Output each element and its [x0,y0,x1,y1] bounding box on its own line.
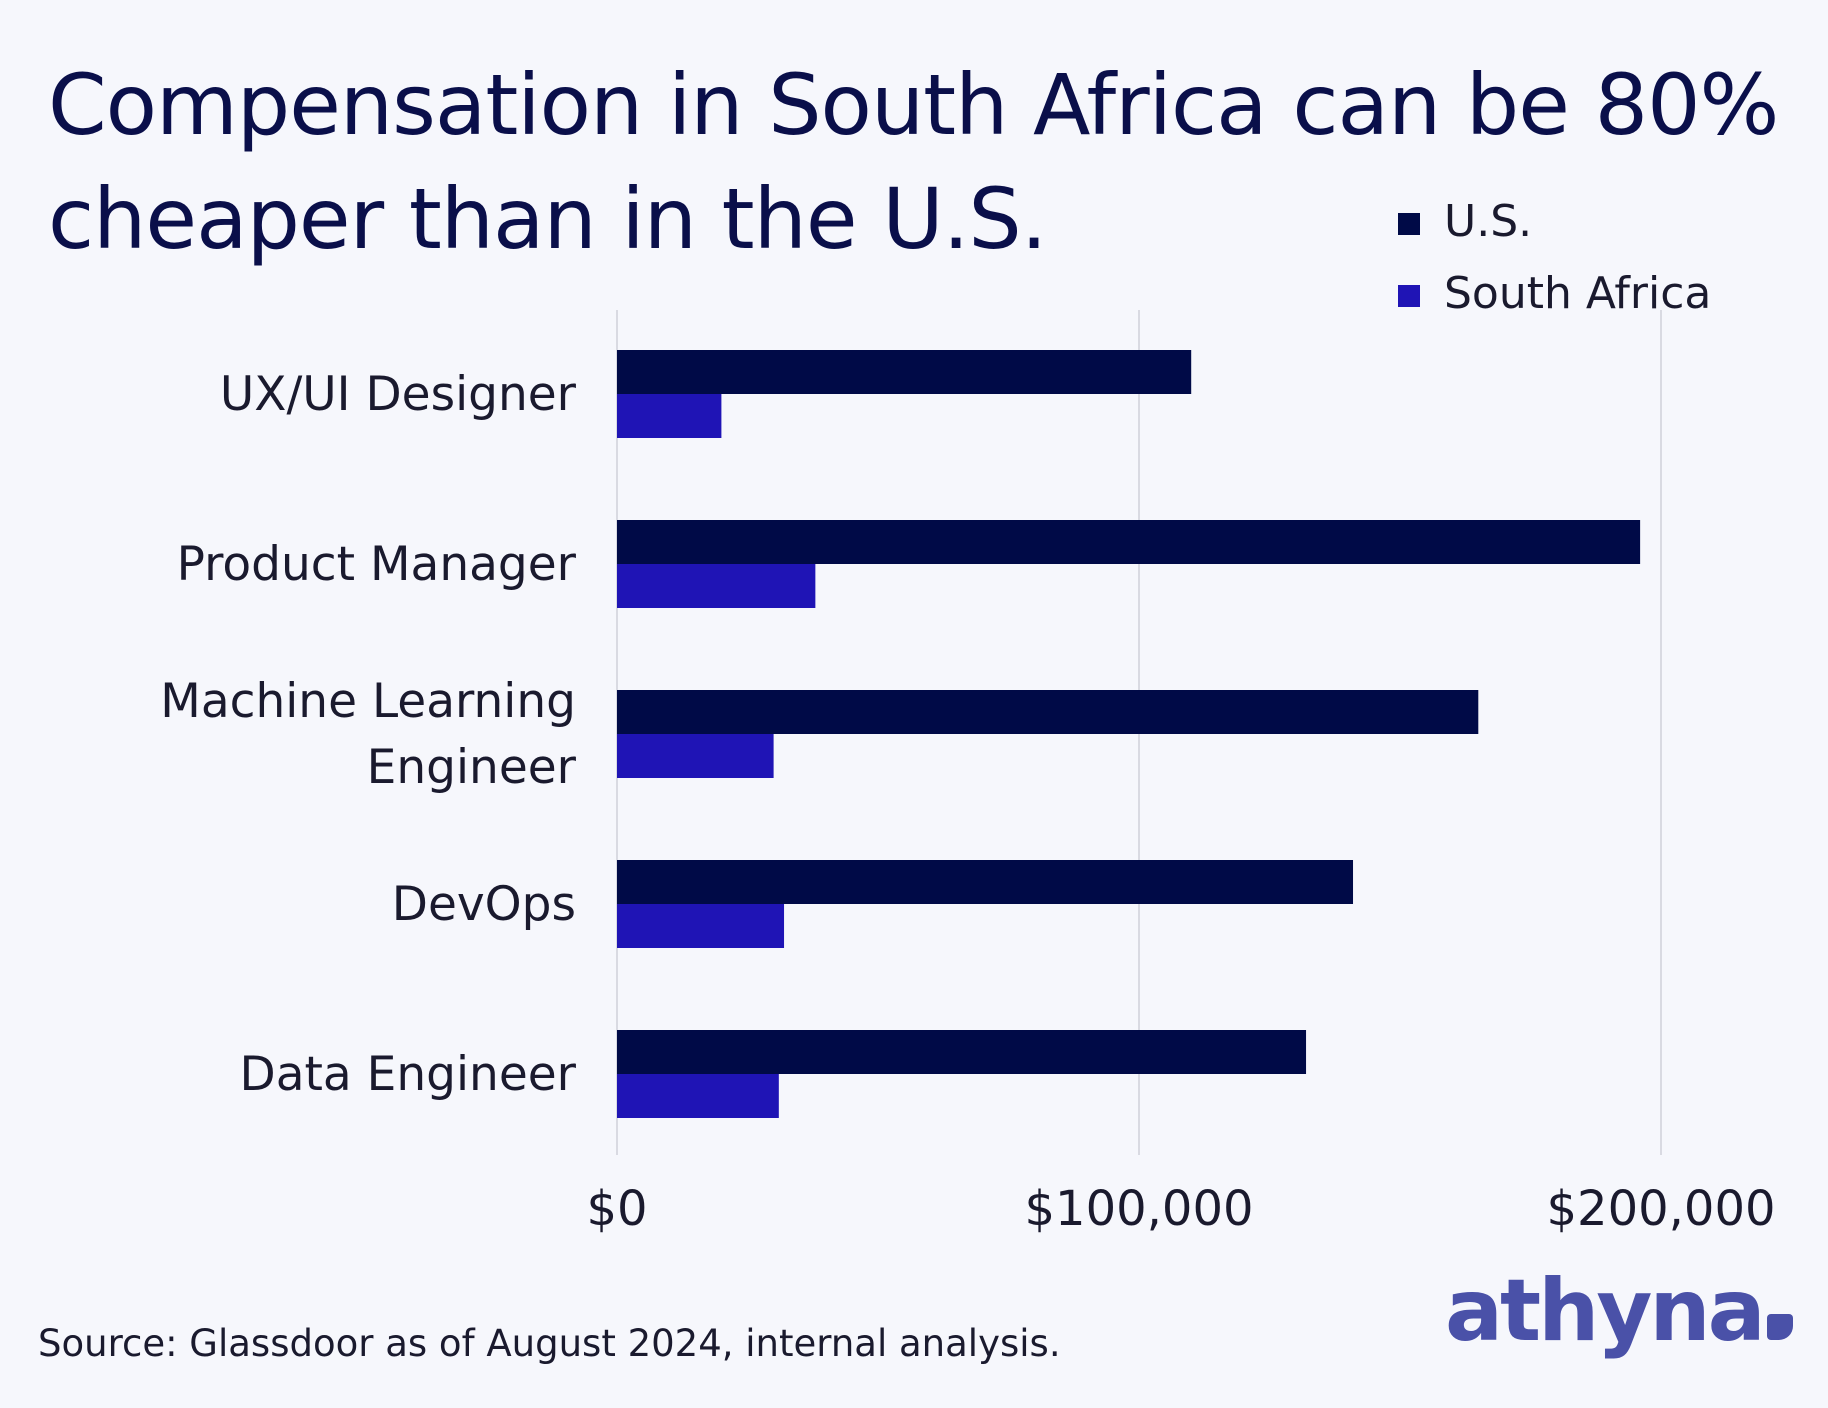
legend-label-us: U.S. [1444,196,1532,247]
logo-dot [1766,1314,1793,1340]
bar-us [617,690,1479,734]
category-label: Product Manager [177,537,577,592]
bar-south-africa [617,734,774,778]
bar-us [617,1030,1307,1074]
bar-south-africa [617,1074,779,1118]
bar-us [617,520,1641,564]
athyna-logo: athyna [1445,1268,1793,1354]
bar-south-africa [617,564,816,608]
bar-us [617,860,1354,904]
x-tick-label: $0 [586,1181,647,1237]
x-tick-label: $200,000 [1546,1181,1775,1237]
title-line-2: cheaper than in the U.S. [48,170,1047,268]
logo-text: athyna [1445,1261,1766,1361]
bar-us [617,350,1192,394]
legend-swatch-us [1398,213,1420,235]
category-label: Machine Learning [160,674,576,729]
x-tick-label: $100,000 [1024,1181,1253,1237]
bar-south-africa [617,904,785,948]
legend-label-south-africa: South Africa [1444,268,1711,319]
legend-swatch-south-africa [1398,285,1420,307]
title-line-1: Compensation in South Africa can be 80% [48,56,1779,154]
category-label: UX/UI Designer [220,367,577,422]
category-label: Engineer [367,740,577,795]
category-label: DevOps [392,877,576,932]
chart-title: Compensation in South Africa can be 80% … [48,48,1788,276]
category-label: Data Engineer [240,1047,577,1102]
bar-south-africa [617,394,722,438]
source-note: Source: Glassdoor as of August 2024, int… [38,1322,1061,1365]
